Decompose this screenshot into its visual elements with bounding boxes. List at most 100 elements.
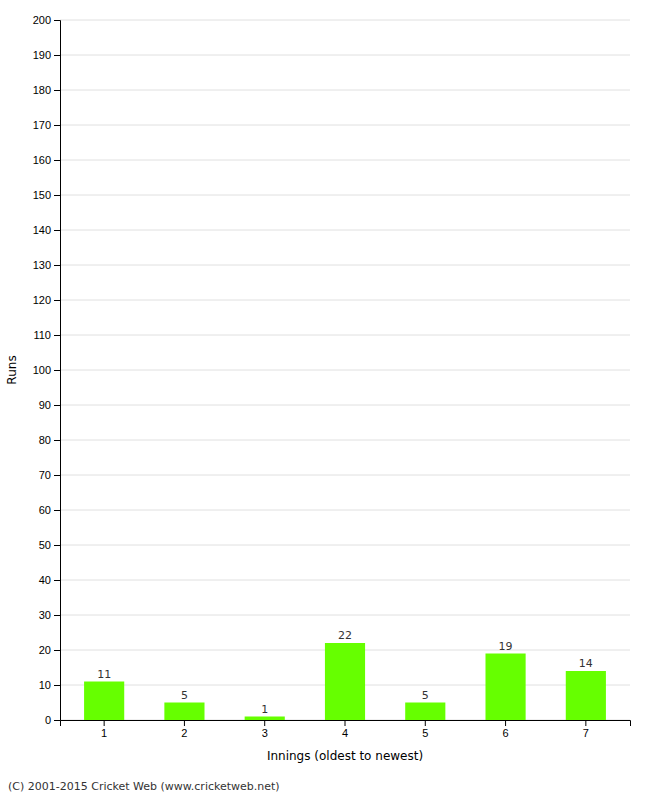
tick-label: 60 <box>39 504 51 516</box>
plot: 1151225191412345670102030405060708090100… <box>33 14 631 739</box>
tick-label: 90 <box>39 399 51 411</box>
tick-mark <box>264 720 265 726</box>
tick: 10 <box>39 679 60 691</box>
tick-mark <box>54 195 60 196</box>
tick: 5 <box>422 720 428 739</box>
tick-mark <box>54 475 60 476</box>
tick: 7 <box>583 720 589 739</box>
tick-label: 150 <box>33 189 51 201</box>
tick-label: 70 <box>39 469 51 481</box>
tick-mark <box>54 545 60 546</box>
bar <box>325 643 365 720</box>
grid-line <box>60 300 630 301</box>
tick-label: 110 <box>33 329 51 341</box>
grid-line <box>60 125 630 126</box>
tick-label: 6 <box>503 727 509 739</box>
tick-mark <box>54 370 60 371</box>
tick-label: 1 <box>101 727 107 739</box>
tick: 180 <box>33 84 60 96</box>
tick: 3 <box>262 720 268 739</box>
tick-label: 0 <box>45 714 51 726</box>
grid-line <box>60 160 630 161</box>
grid-line <box>60 475 630 476</box>
tick-mark <box>425 720 426 726</box>
grid <box>60 20 630 720</box>
y-axis-title: Runs <box>5 355 19 384</box>
tick-label: 7 <box>583 727 589 739</box>
tick: 0 <box>45 714 60 726</box>
tick: 1 <box>101 720 107 739</box>
tick: 40 <box>39 574 60 586</box>
tick-mark <box>54 300 60 301</box>
tick-label: 20 <box>39 644 51 656</box>
x-axis-title: Innings (oldest to newest) <box>267 749 423 763</box>
tick: 160 <box>33 154 60 166</box>
tick: 140 <box>33 224 60 236</box>
data-label: 19 <box>499 640 513 653</box>
tick: 2 <box>181 720 187 739</box>
grid-line <box>60 20 630 21</box>
tick: 30 <box>39 609 60 621</box>
tick-mark <box>184 720 185 726</box>
data-label: 11 <box>97 668 111 681</box>
grid-line <box>60 405 630 406</box>
grid-line <box>60 545 630 546</box>
tick-label: 4 <box>342 727 348 739</box>
tick-mark <box>585 720 586 726</box>
data-label: 1 <box>261 703 268 716</box>
tick: 90 <box>39 399 60 411</box>
grid-line <box>60 615 630 616</box>
tick: 150 <box>33 189 60 201</box>
tick-label: 3 <box>262 727 268 739</box>
footer: (C) 2001-2015 Cricket Web (www.cricketwe… <box>8 780 280 793</box>
tick-mark <box>54 265 60 266</box>
tick-mark <box>54 685 60 686</box>
tick-label: 50 <box>39 539 51 551</box>
axis-line <box>61 721 631 727</box>
tick-mark <box>54 720 60 721</box>
data-label: 5 <box>181 689 188 702</box>
tick-label: 200 <box>33 14 51 26</box>
tick: 50 <box>39 539 60 551</box>
tick-mark <box>54 440 60 441</box>
tick: 120 <box>33 294 60 306</box>
tick: 70 <box>39 469 60 481</box>
grid-line <box>60 230 630 231</box>
tick-label: 100 <box>33 364 51 376</box>
tick: 80 <box>39 434 60 446</box>
grid-line <box>60 370 630 371</box>
bar <box>566 671 606 720</box>
tick: 20 <box>39 644 60 656</box>
tick-mark <box>54 510 60 511</box>
tick-label: 170 <box>33 119 51 131</box>
tick-label: 2 <box>181 727 187 739</box>
bars <box>84 643 606 720</box>
tick-mark <box>54 55 60 56</box>
tick-mark <box>54 615 60 616</box>
tick-label: 5 <box>422 727 428 739</box>
tick-label: 40 <box>39 574 51 586</box>
bar <box>405 703 445 721</box>
data-label: 14 <box>579 657 593 670</box>
tick: 6 <box>503 720 509 739</box>
tick-mark <box>54 405 60 406</box>
grid-line <box>60 580 630 581</box>
tick-label: 30 <box>39 609 51 621</box>
bar <box>84 682 124 721</box>
tick: 110 <box>33 329 60 341</box>
tick-mark <box>54 230 60 231</box>
grid-line <box>60 335 630 336</box>
tick-label: 10 <box>39 679 51 691</box>
x-axis: 1 2 3 4 5 6 7 <box>61 720 631 739</box>
grid-line <box>60 265 630 266</box>
tick-mark <box>54 90 60 91</box>
tick: 170 <box>33 119 60 131</box>
tick: 190 <box>33 49 60 61</box>
tick-label: 190 <box>33 49 51 61</box>
tick-mark <box>505 720 506 726</box>
tick-mark <box>345 720 346 726</box>
tick-mark <box>54 580 60 581</box>
tick-label: 160 <box>33 154 51 166</box>
tick-mark <box>54 650 60 651</box>
tick: 100 <box>33 364 60 376</box>
